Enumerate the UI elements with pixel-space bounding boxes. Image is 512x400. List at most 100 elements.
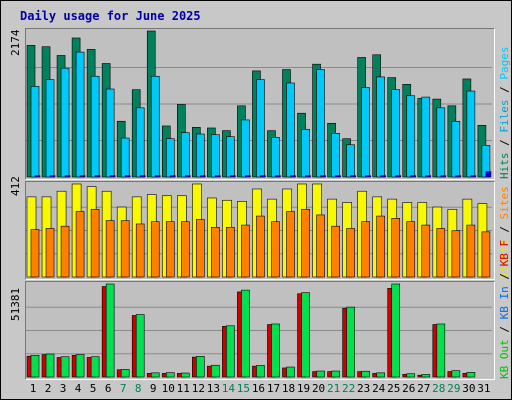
bar-sites-31	[481, 231, 491, 278]
bar-kbout-29	[451, 370, 461, 378]
bar-pages-16	[260, 175, 266, 178]
bar-files-15	[241, 119, 250, 178]
bar-files-2	[45, 79, 55, 178]
x-tick-day-1: 1	[29, 382, 37, 395]
x-tick-day-13: 13	[206, 382, 220, 395]
x-tick-day-10: 10	[161, 382, 175, 395]
bar-files-6	[105, 88, 115, 178]
bar-files-3	[60, 67, 70, 178]
bar-kbout-18	[286, 366, 295, 378]
bar-files-24	[376, 76, 385, 178]
bar-kbout-30	[466, 371, 476, 378]
x-tick-day-14: 14	[221, 382, 235, 395]
bar-kbout-11	[181, 372, 190, 378]
bar-sites-16	[256, 215, 265, 278]
bar-sites-28	[436, 228, 446, 278]
x-tick-day-23: 23	[357, 382, 371, 395]
x-tick-day-24: 24	[372, 382, 386, 395]
bar-sites-12	[196, 219, 205, 278]
bar-kbout-28	[436, 323, 446, 378]
bar-files-25	[391, 89, 401, 178]
bar-pages-30	[470, 175, 477, 178]
x-tick-day-7: 7	[119, 382, 127, 395]
bar-files-27	[421, 96, 431, 178]
x-tick-day-21: 21	[326, 382, 341, 395]
bar-files-9	[150, 75, 160, 178]
bar-sites-8	[135, 223, 145, 278]
chart-title: Daily usage for June 2025	[20, 9, 201, 23]
bar-sites-30	[466, 224, 476, 278]
bar-kbout-12	[196, 356, 205, 378]
bar-files-21	[331, 133, 340, 178]
x-tick-day-20: 20	[311, 382, 326, 395]
bar-kbout-25	[391, 283, 401, 378]
bar-kbout-24	[376, 372, 385, 378]
bar-pages-19	[305, 175, 311, 178]
bar-kbout-26	[406, 373, 416, 378]
bar-pages-21	[335, 175, 341, 178]
bar-kbout-16	[256, 365, 265, 378]
x-tick-day-30: 30	[462, 382, 476, 395]
bar-sites-6	[105, 220, 115, 278]
x-tick-day-5: 5	[89, 382, 97, 395]
x-tick-day-9: 9	[149, 382, 157, 395]
bar-kbout-15	[241, 289, 250, 378]
bar-pages-27	[425, 175, 432, 178]
bar-kbout-6	[105, 283, 115, 378]
bar-sites-1	[30, 229, 40, 278]
x-tick-day-31: 31	[477, 382, 491, 395]
bar-pages-20	[320, 175, 326, 178]
bar-sites-5	[90, 208, 100, 278]
bar-kbout-14	[226, 325, 235, 378]
bar-files-5	[90, 75, 100, 178]
x-tick-day-15: 15	[236, 382, 251, 395]
bar-files-28	[436, 107, 446, 178]
bar-pages-9	[154, 175, 161, 178]
x-tick-day-6: 6	[104, 382, 112, 395]
bar-pages-2	[49, 175, 56, 178]
x-tick-day-3: 3	[59, 382, 67, 395]
x-tick-day-19: 19	[296, 382, 311, 395]
bar-pages-22	[350, 175, 356, 178]
bar-files-12	[196, 133, 205, 178]
bar-pages-25	[395, 175, 402, 178]
bar-kbout-20	[316, 370, 325, 378]
bar-pages-15	[245, 175, 251, 178]
bar-sites-10	[165, 221, 175, 278]
bar-pages-5	[94, 175, 101, 178]
x-tick-day-8: 8	[134, 382, 142, 395]
bar-pages-17	[275, 175, 281, 178]
x-tick-day-2: 2	[44, 382, 52, 395]
bar-files-4	[75, 51, 85, 178]
bar-files-14	[226, 136, 235, 178]
bar-pages-7	[124, 175, 131, 178]
bar-kbout-19	[301, 292, 310, 378]
bar-kbout-13	[211, 364, 220, 378]
bar-pages-29	[455, 175, 462, 178]
x-tick-day-25: 25	[387, 382, 401, 395]
x-tick-day-29: 29	[447, 382, 461, 395]
bar-kbout-5	[90, 356, 100, 378]
bar-kbout-3	[60, 356, 70, 378]
x-tick-day-12: 12	[191, 382, 205, 395]
x-tick-day-17: 17	[266, 382, 281, 395]
x-tick-day-26: 26	[402, 382, 416, 395]
bar-pages-12	[200, 175, 206, 178]
bar-sites-4	[75, 211, 85, 278]
bar-files-8	[135, 107, 145, 178]
bar-files-1	[30, 86, 40, 178]
bar-files-19	[301, 129, 310, 178]
x-tick-day-11: 11	[176, 382, 190, 395]
bar-pages-26	[410, 175, 417, 178]
bar-pages-6	[109, 175, 116, 178]
bar-sites-19	[301, 208, 310, 278]
bar-sites-23	[361, 221, 370, 278]
bar-kbout-2	[45, 353, 55, 378]
bar-pages-8	[139, 175, 146, 178]
bar-pages-4	[79, 175, 86, 178]
bar-files-29	[451, 120, 461, 178]
x-tick-day-18: 18	[281, 382, 296, 395]
bar-kbout-17	[271, 323, 280, 378]
bar-files-23	[361, 87, 370, 178]
bar-files-22	[346, 144, 355, 178]
